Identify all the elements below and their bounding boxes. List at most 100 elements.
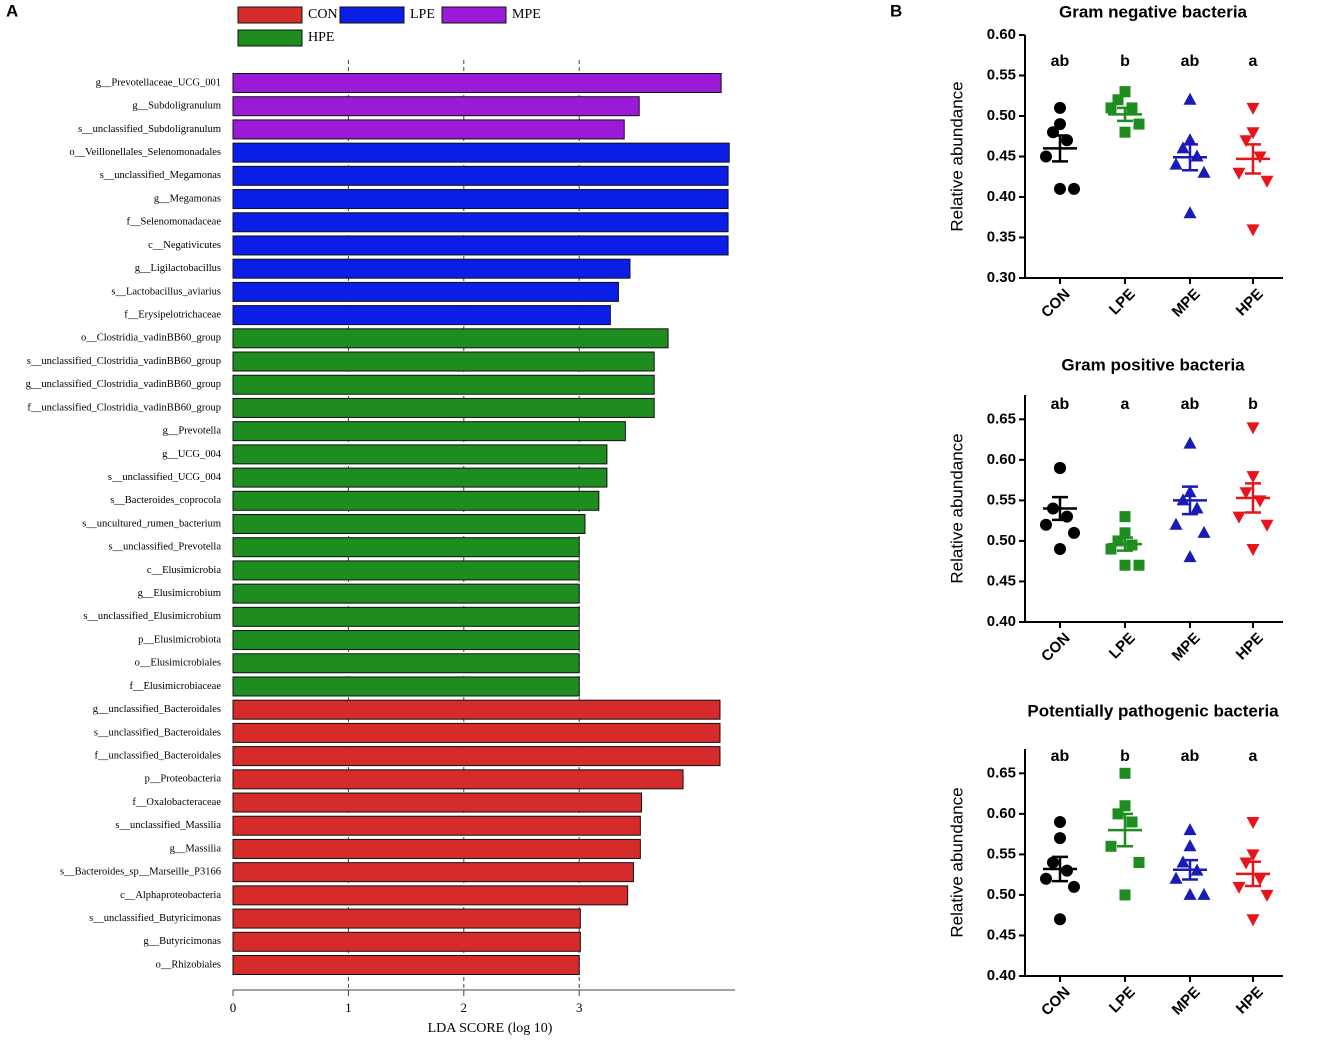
error-bar (1052, 134, 1068, 163)
data-point (1133, 118, 1145, 130)
category-label: s__unclassified_UCG_004 (108, 472, 222, 483)
x-axis-label: LDA SCORE (log 10) (428, 1021, 553, 1036)
error-bar (1117, 536, 1133, 552)
category-label: s__unclassified_Megamonas (100, 170, 221, 181)
data-point (1183, 823, 1197, 836)
bar (232, 258, 631, 279)
x-tick-label: MPE (1169, 630, 1204, 665)
bar (232, 815, 641, 836)
error-bar (1182, 485, 1198, 516)
y-tick-label: 0.60 (987, 26, 1016, 43)
data-point (1232, 881, 1246, 894)
significance-letter: ab (1181, 53, 1200, 70)
data-point (1197, 525, 1211, 538)
y-tick-label: 0.45 (987, 926, 1016, 943)
bar (232, 96, 640, 117)
bar (232, 142, 730, 163)
data-point (1169, 157, 1183, 170)
significance-letter: ab (1181, 748, 1200, 765)
data-point (1112, 94, 1124, 106)
category-label: g__Elusimicrobium (138, 588, 221, 599)
data-point (1239, 487, 1253, 500)
bar (232, 189, 729, 210)
data-point (1183, 436, 1197, 449)
data-point (1112, 535, 1124, 547)
data-point (1068, 880, 1080, 893)
significance-letter: a (1249, 748, 1258, 765)
x-tick-label: HPE (1233, 286, 1267, 320)
category-label: g__Massilia (170, 843, 222, 854)
data-point (1246, 224, 1260, 237)
category-label: c__Negativicutes (148, 240, 221, 251)
data-point (1126, 816, 1138, 828)
data-point (1176, 141, 1190, 154)
category-label: s__unclassified_Massilia (115, 820, 221, 831)
bar (232, 955, 580, 975)
bar (232, 514, 586, 534)
data-point (1183, 206, 1197, 219)
data-point (1169, 871, 1183, 884)
bar (232, 73, 722, 93)
data-point (1169, 517, 1183, 530)
significance-letter: b (1120, 53, 1130, 70)
x-tick-label: CON (1038, 984, 1074, 1020)
category-label: s__unclassified_Bacteroidales (94, 727, 221, 738)
bar (232, 374, 655, 395)
bar (232, 746, 721, 767)
data-point (1133, 857, 1145, 868)
y-tick-label: 0.55 (987, 845, 1016, 862)
bar (232, 630, 580, 651)
data-point (1246, 544, 1260, 557)
category-label: g__Butyricimonas (143, 936, 221, 947)
legend-swatch (339, 6, 405, 24)
category-label: f__unclassified_Bacteroidales (94, 751, 221, 762)
data-point (1054, 832, 1066, 845)
y-tick-label: 0.35 (987, 228, 1016, 245)
y-tick-label: 0.40 (987, 613, 1016, 630)
category-label: g__Megamonas (154, 193, 221, 204)
error-bar (1052, 855, 1068, 883)
data-point (1183, 887, 1197, 900)
category-label: f__Elusimicrobiaceae (129, 681, 221, 692)
bar (232, 862, 634, 883)
data-point (1054, 461, 1066, 474)
bar (232, 769, 684, 790)
data-point (1197, 165, 1211, 178)
bar (232, 119, 625, 140)
data-point (1239, 857, 1253, 870)
x-tick-label: LPE (1106, 286, 1139, 319)
bar (232, 699, 721, 720)
significance-letter: ab (1181, 396, 1200, 413)
x-tick-label: 2 (461, 1000, 468, 1015)
bar (232, 653, 580, 674)
error-bar (1117, 106, 1133, 123)
bar (232, 467, 608, 488)
data-point (1253, 151, 1267, 164)
legend-swatch (237, 29, 303, 47)
legend-label: LPE (410, 7, 435, 22)
panel-label: B (890, 1, 902, 20)
data-point (1246, 422, 1260, 435)
data-point (1054, 543, 1066, 556)
category-label: o__Rhizobiales (156, 959, 221, 970)
data-point (1119, 527, 1131, 539)
data-point (1246, 914, 1260, 927)
category-label: s__unclassified_Elusimicrobium (83, 611, 221, 622)
y-tick-label: 0.65 (987, 410, 1016, 427)
error-bar (1052, 495, 1068, 522)
data-point (1054, 101, 1066, 114)
y-tick-label: 0.50 (987, 107, 1016, 124)
bar (232, 583, 580, 604)
x-tick-label: 1 (345, 1000, 352, 1015)
bar (232, 885, 629, 906)
category-label: g__Prevotella (163, 426, 222, 437)
x-tick-label: HPE (1233, 630, 1267, 664)
x-tick-label: LPE (1106, 630, 1139, 663)
category-label: s__unclassified_Prevotella (108, 542, 221, 553)
data-point (1061, 134, 1073, 147)
category-label: s__unclassified_Subdoligranulum (78, 124, 221, 135)
data-point (1246, 471, 1260, 484)
data-point (1260, 889, 1274, 902)
bar (232, 212, 729, 233)
x-tick-label: CON (1038, 286, 1074, 322)
